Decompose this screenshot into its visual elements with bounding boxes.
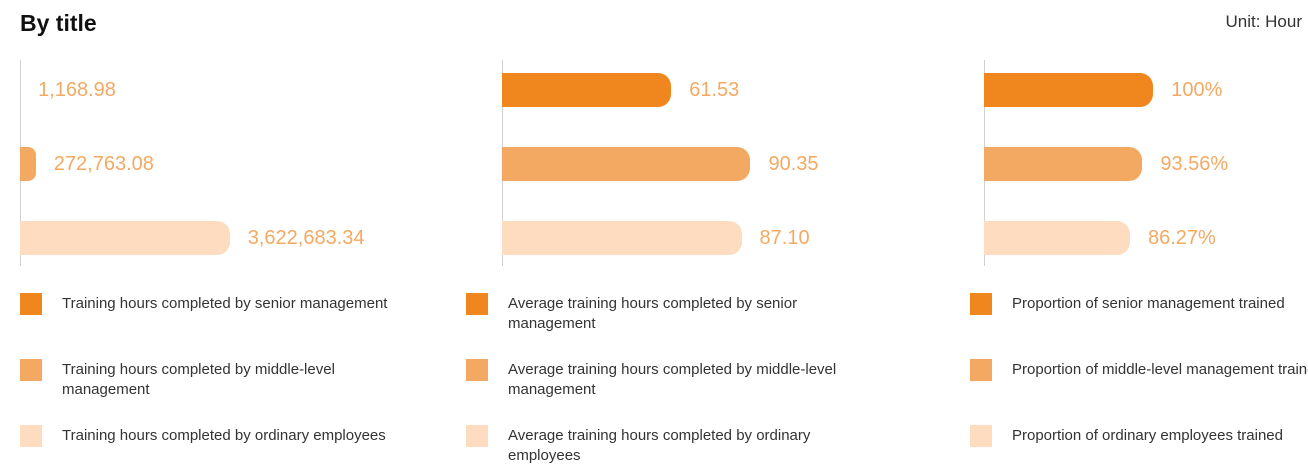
bar [502,147,751,181]
page-title: By title [20,10,97,36]
bar [502,73,672,107]
legend-swatch [970,293,992,315]
value-label: 61.53 [689,79,740,101]
legend-label: Training hours completed by ordinary emp… [62,427,386,444]
legend-label: Average training hours completed by ordi… [508,427,811,464]
value-label: 100% [1171,79,1223,101]
unit-label: Unit: Hour [1225,12,1302,31]
bar [20,221,230,255]
legend-label: Proportion of ordinary employees trained [1012,427,1283,444]
legend-label: Average training hours completed by seni… [508,295,798,332]
value-label: 93.56% [1160,153,1229,175]
legend-label: Proportion of middle-level management tr… [1012,361,1308,378]
bar [502,221,742,255]
value-label: 272,763.08 [53,153,154,175]
bar [20,147,36,181]
legend-swatch [970,359,992,381]
legend-swatch [20,425,42,447]
legend-swatch [970,425,992,447]
value-label: 87.10 [759,227,810,249]
legend-swatch [20,293,42,315]
legend-swatch [466,359,488,381]
legend-label: Training hours completed by middle-level… [62,361,335,398]
value-label: 90.35 [768,153,819,175]
legend-swatch [466,293,488,315]
legend-swatch [466,425,488,447]
bar [984,73,1154,107]
legend-label: Training hours completed by senior manag… [62,295,388,312]
bar [984,147,1143,181]
legend-label: Proportion of senior management trained [1012,295,1285,312]
bar [984,221,1130,255]
legend-swatch [20,359,42,381]
legend-label: Average training hours completed by midd… [508,361,837,398]
value-label: 1,168.98 [38,79,116,101]
value-label: 86.27% [1147,227,1216,249]
value-label: 3,622,683.34 [247,227,365,249]
